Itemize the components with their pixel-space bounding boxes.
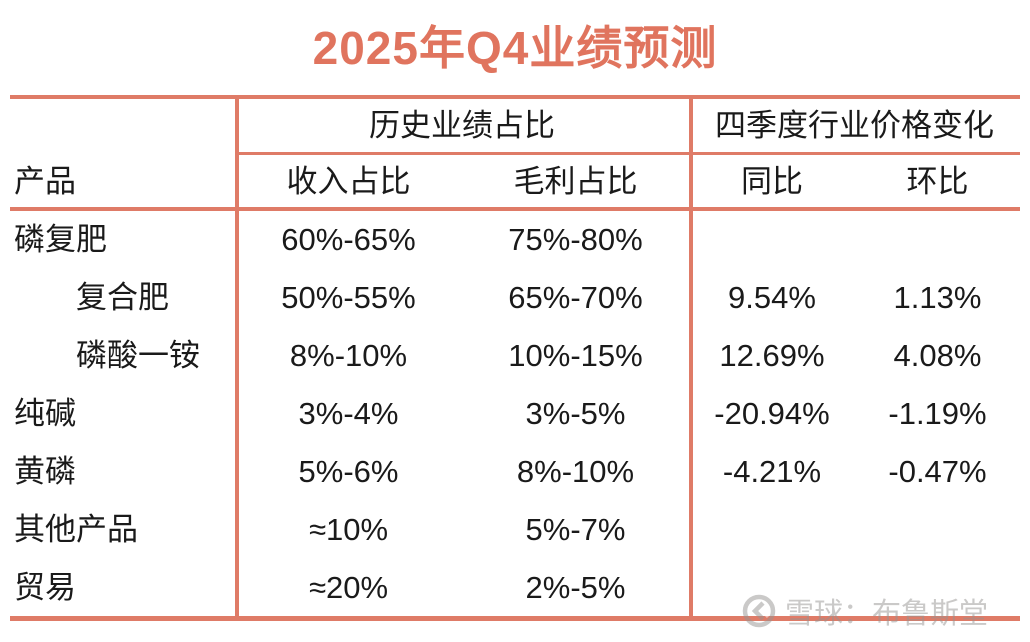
row-gross-share: 65%-70% [508, 280, 643, 316]
row-product: 复合肥 [76, 280, 169, 316]
watermark-text: 雪球：布鲁斯堂 [785, 598, 989, 630]
row-revenue-share: 5%-6% [298, 453, 399, 489]
header-product: 产品 [10, 155, 235, 211]
row-revenue-share: ≈20% [308, 569, 389, 605]
row-product: 黄磷 [14, 453, 76, 489]
header-blank-cell [10, 99, 235, 155]
row-yoy [689, 500, 855, 558]
row-qoq [855, 500, 1020, 558]
row-yoy: 12.69% [719, 338, 825, 374]
row-gross-share: 75%-80% [508, 222, 643, 258]
row-qoq: -1.19% [888, 395, 987, 431]
row-gross-share: 8%-10% [516, 453, 635, 489]
watermark: 雪球：布鲁斯堂 [742, 590, 988, 632]
row-yoy [689, 211, 855, 269]
row-gross-share: 10%-15% [508, 338, 643, 374]
header-qoq: 环比 [855, 155, 1020, 211]
row-gross-share: 3%-5% [525, 395, 626, 431]
row-product: 磷复肥 [14, 222, 107, 258]
row-qoq: 4.08% [893, 338, 982, 374]
row-yoy: 9.54% [728, 280, 816, 316]
row-revenue-share: 60%-65% [281, 222, 416, 258]
row-revenue-share: ≈10% [308, 511, 389, 547]
header-revenue-share: 收入占比 [235, 155, 462, 211]
row-gross-share: 2%-5% [525, 569, 626, 605]
row-product: 纯碱 [14, 395, 76, 431]
row-yoy: -4.21% [722, 453, 822, 489]
row-qoq: -0.47% [888, 453, 987, 489]
header-group-q4-price-change: 四季度行业价格变化 [689, 99, 1020, 155]
page-title: 2025年Q4业绩预测 [312, 22, 718, 74]
row-product: 贸易 [14, 569, 76, 605]
table-vertical-divider-1 [235, 99, 239, 616]
row-qoq [855, 211, 1020, 269]
row-gross-share: 5%-7% [525, 511, 626, 547]
row-revenue-share: 8%-10% [289, 338, 408, 374]
row-product: 磷酸一铵 [76, 338, 200, 374]
row-revenue-share: 50%-55% [281, 280, 416, 316]
row-yoy: -20.94% [714, 395, 830, 431]
xueqiu-logo-icon [742, 594, 776, 628]
header-group-history: 历史业绩占比 [235, 99, 689, 155]
header-gross-share: 毛利占比 [462, 155, 689, 211]
row-product: 其他产品 [14, 511, 138, 547]
header-yoy: 同比 [689, 155, 855, 211]
row-qoq: 1.13% [893, 280, 982, 316]
row-revenue-share: 3%-4% [298, 395, 399, 431]
forecast-table: 历史业绩占比 四季度行业价格变化 产品 收入占比 毛利占比 同比 环比 磷复肥 … [10, 95, 1020, 621]
table-vertical-divider-2 [689, 99, 693, 616]
